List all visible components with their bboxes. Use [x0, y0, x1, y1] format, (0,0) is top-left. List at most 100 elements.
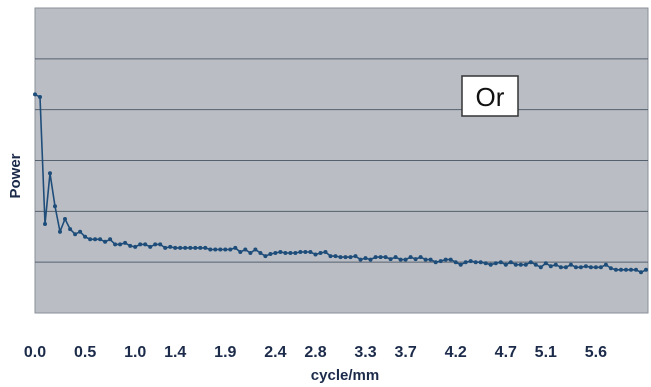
data-point — [518, 262, 523, 267]
data-point — [528, 260, 533, 265]
data-point — [88, 237, 93, 242]
data-point — [283, 251, 288, 255]
data-point — [58, 229, 62, 234]
data-point — [629, 267, 633, 272]
data-point — [468, 259, 473, 264]
data-point — [543, 261, 548, 266]
data-point — [118, 242, 123, 247]
data-point — [413, 257, 418, 262]
data-point — [578, 265, 583, 270]
data-point — [248, 251, 253, 255]
data-point — [43, 222, 47, 226]
data-point — [223, 247, 228, 252]
data-point — [573, 265, 578, 270]
data-point — [313, 252, 318, 257]
data-point — [563, 265, 568, 270]
data-point — [83, 234, 88, 239]
data-point — [338, 255, 343, 260]
annotation-label: Or — [476, 82, 505, 112]
data-point — [98, 237, 103, 242]
data-point — [153, 242, 158, 247]
data-point — [228, 247, 233, 252]
data-point — [183, 245, 188, 250]
data-point — [148, 244, 153, 249]
data-point — [158, 242, 163, 247]
data-point — [603, 262, 608, 267]
x-tick-label: 3.7 — [394, 344, 416, 361]
data-point — [478, 260, 483, 265]
x-tick-labels: 0.0 0.5 1.0 1.4 1.9 2.4 2.8 3.3 3.7 4.2 4.7 5.1 5.6 — [24, 344, 607, 361]
data-point — [353, 254, 358, 259]
series-group — [33, 92, 648, 275]
data-point — [188, 245, 193, 250]
data-point — [38, 95, 42, 99]
data-point — [634, 267, 638, 272]
data-point — [213, 247, 218, 252]
data-point — [438, 259, 443, 264]
data-point — [93, 237, 98, 242]
data-point — [513, 262, 518, 267]
x-axis-title: cycle/mm — [311, 367, 379, 384]
data-point — [458, 262, 463, 267]
data-point — [273, 251, 278, 255]
data-point — [493, 261, 498, 266]
data-point — [568, 262, 573, 267]
data-point — [393, 255, 398, 260]
data-point — [108, 237, 113, 242]
data-point — [358, 257, 363, 262]
data-point — [198, 245, 203, 250]
x-tick-label: 2.4 — [264, 344, 286, 361]
data-point — [143, 242, 148, 247]
data-point — [63, 217, 67, 221]
data-point — [253, 247, 258, 252]
data-point — [333, 254, 338, 259]
x-tick-label: 5.6 — [585, 344, 607, 361]
data-point — [443, 257, 448, 262]
data-point — [488, 262, 493, 267]
data-point — [293, 251, 298, 255]
data-point — [403, 257, 408, 262]
data-point — [73, 232, 78, 237]
data-point — [408, 255, 413, 260]
data-point — [288, 251, 293, 255]
x-tick-label: 1.9 — [214, 344, 236, 361]
data-point — [383, 255, 388, 260]
data-point — [428, 257, 433, 262]
data-point — [548, 264, 553, 269]
annotation-box — [461, 75, 519, 117]
data-point — [363, 256, 368, 261]
x-tick-label: 2.8 — [304, 344, 326, 361]
data-point — [233, 245, 238, 250]
x-tick-label: 4.7 — [495, 344, 517, 361]
data-point — [418, 255, 423, 260]
data-point — [508, 260, 513, 265]
data-point — [173, 245, 178, 250]
data-point — [583, 264, 588, 269]
data-point — [263, 254, 268, 259]
data-point — [388, 257, 393, 262]
data-point — [208, 247, 213, 252]
data-point — [348, 255, 353, 260]
data-point — [53, 204, 57, 209]
x-tick-label: 3.3 — [354, 344, 376, 361]
data-point — [328, 254, 333, 259]
x-tick-label: 1.4 — [164, 344, 186, 361]
data-point — [624, 267, 628, 272]
data-point — [78, 229, 83, 234]
data-point — [48, 171, 52, 176]
data-point — [323, 250, 328, 254]
data-point — [558, 265, 563, 270]
data-point — [523, 262, 528, 267]
data-point — [598, 265, 603, 270]
x-tick-label: 5.1 — [535, 344, 557, 361]
data-point — [538, 265, 543, 270]
data-point — [163, 245, 168, 250]
data-point — [483, 261, 488, 266]
data-point — [533, 262, 538, 267]
data-point — [639, 270, 643, 275]
data-point — [644, 267, 648, 272]
data-point — [619, 267, 623, 272]
data-point — [503, 262, 508, 267]
data-point — [218, 247, 223, 252]
data-point — [258, 251, 263, 255]
